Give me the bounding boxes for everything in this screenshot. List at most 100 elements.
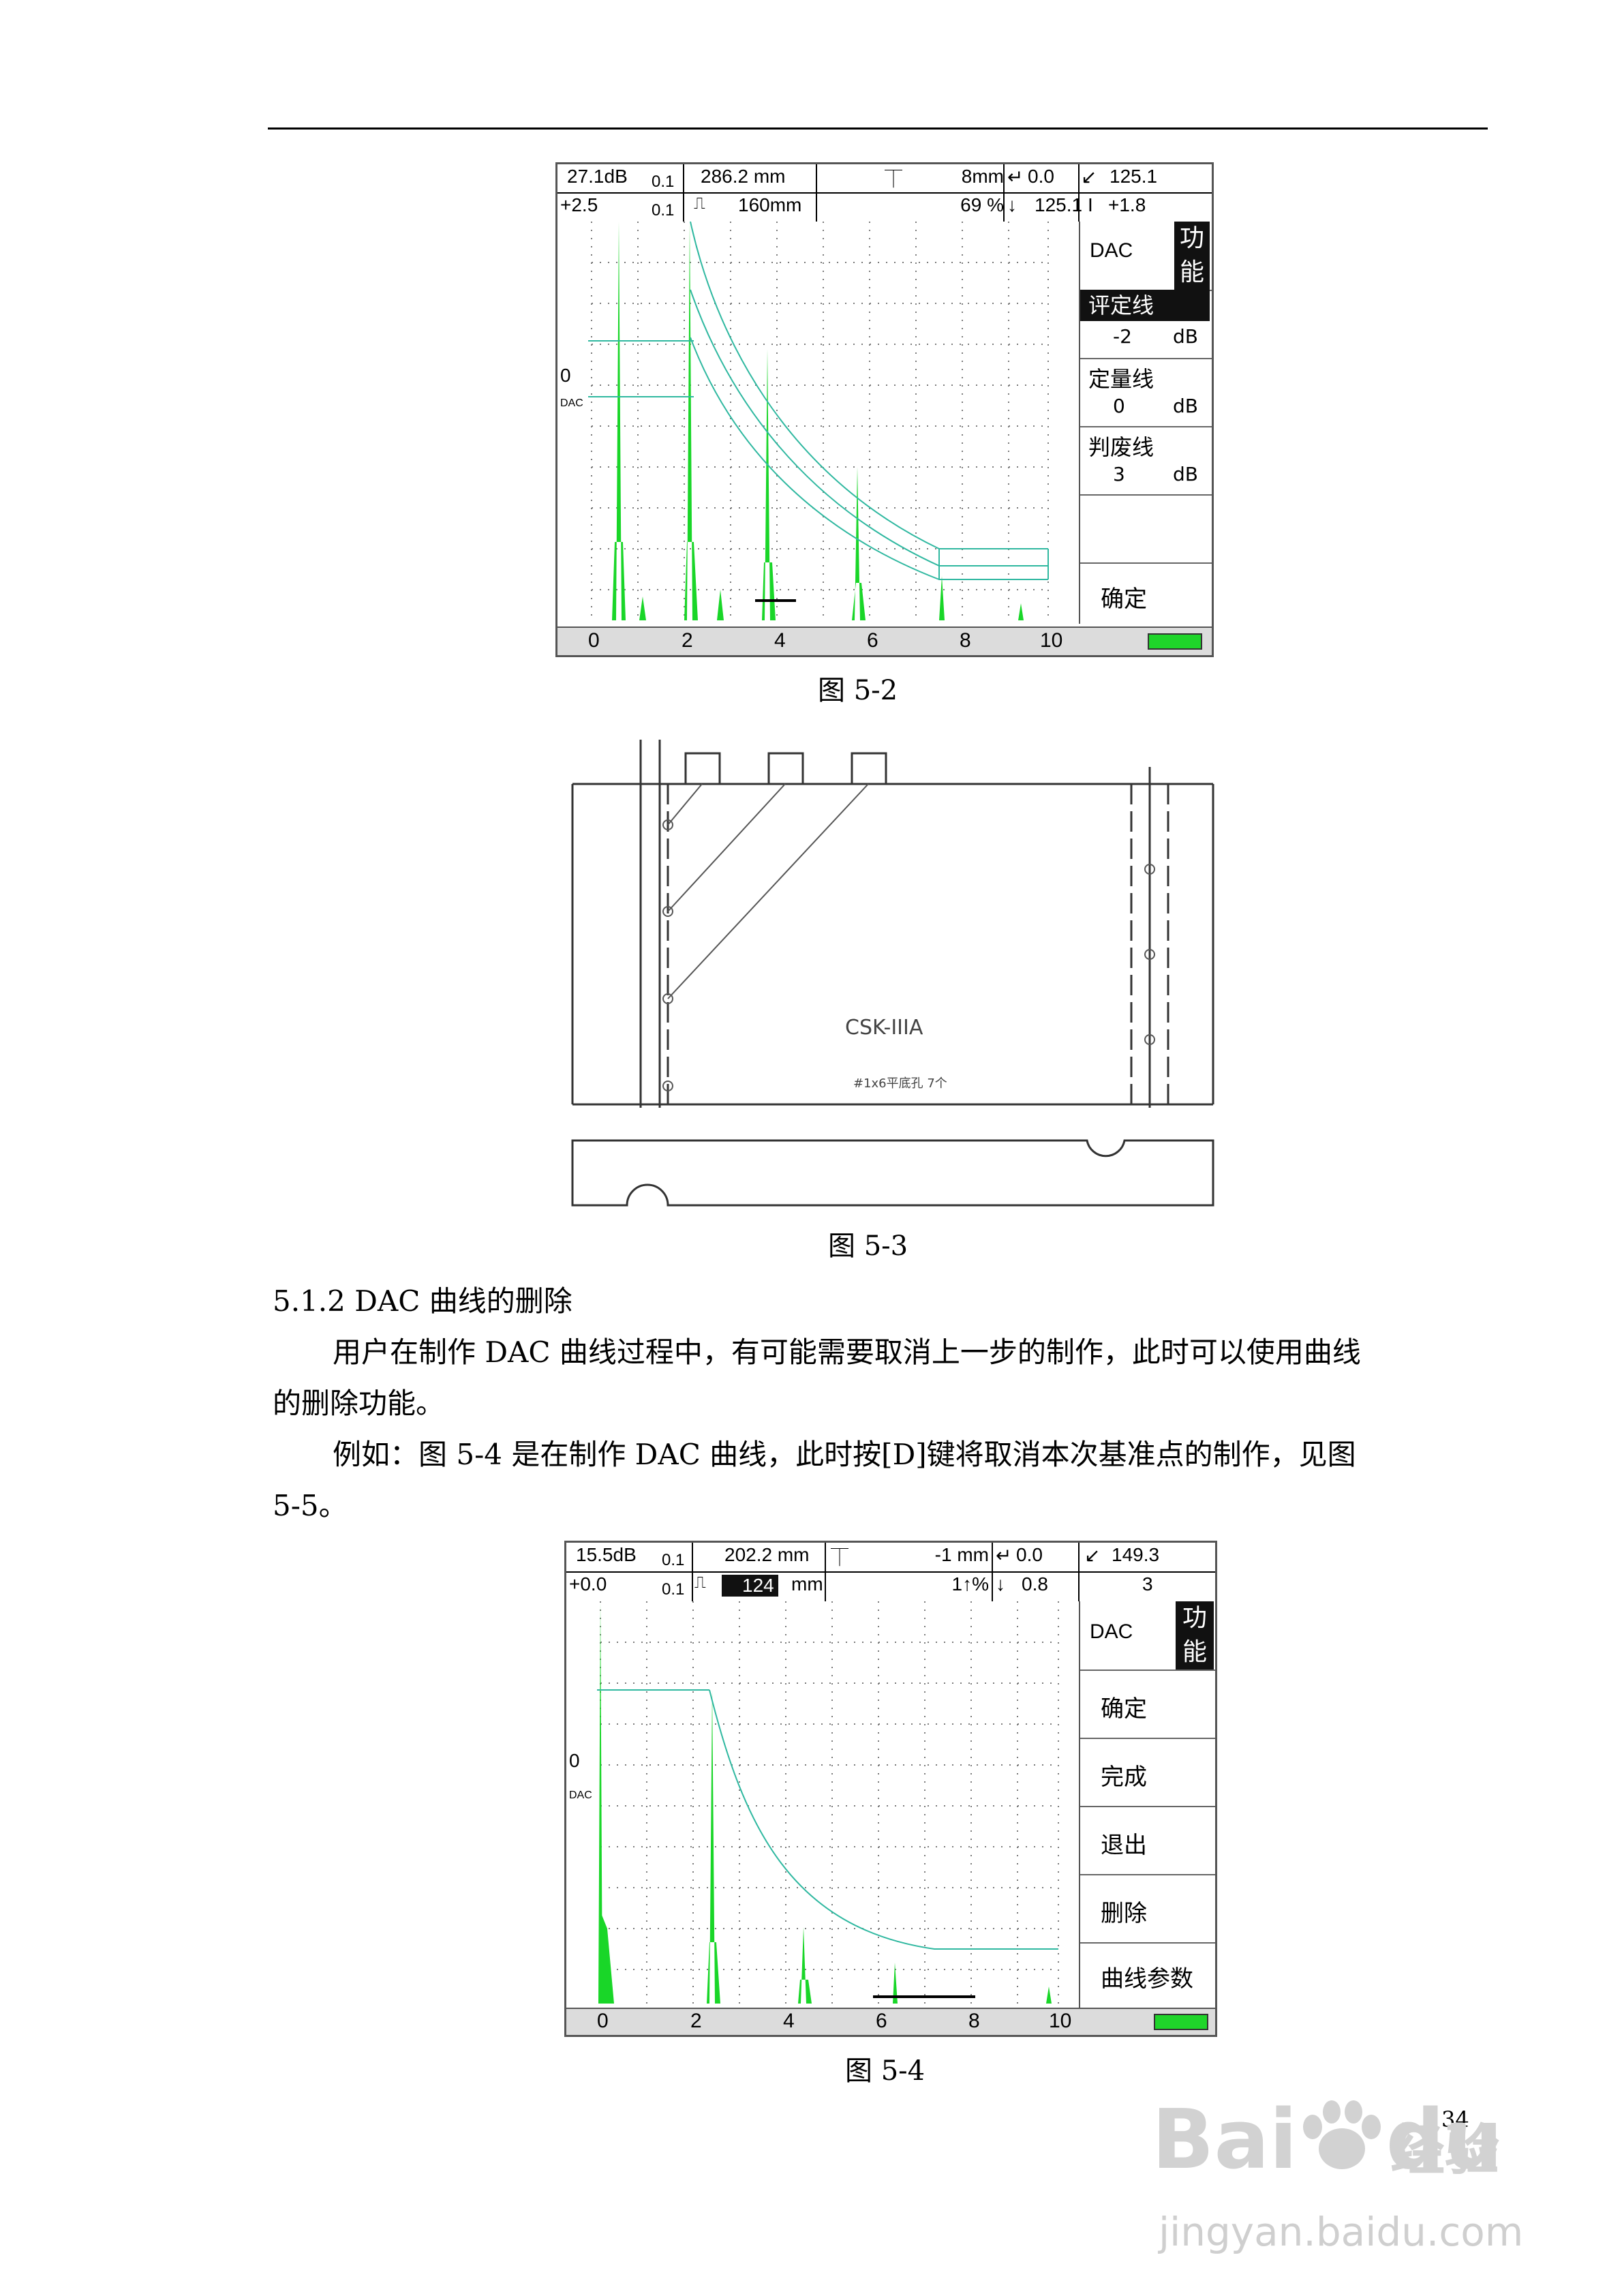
menu-item-value: 3: [1113, 463, 1125, 485]
db-step: 0.1: [662, 1580, 685, 1599]
a-scan-plot: [595, 1601, 1059, 2004]
gain-step: 0.1: [662, 1551, 685, 1569]
height-icon: Ι: [1088, 194, 1093, 215]
range-value: 202.2 mm: [724, 1544, 810, 1565]
menu-item-label: 评定线: [1080, 290, 1210, 321]
tick-label: 4: [774, 629, 786, 652]
menu-finish-button[interactable]: 完成: [1080, 1738, 1215, 1807]
dac-curve: [597, 1689, 1058, 1950]
function-badge: 功能: [1176, 1601, 1214, 1670]
figure-5-2-menu: DAC 功能 评定线 -2 dB 定量线 0 dB 判废线 3 dB 确定: [1080, 222, 1212, 624]
figure-5-2-axis-bar: 0 2 4 6 8 10: [557, 626, 1212, 655]
sound-path-value: 125.1: [1110, 166, 1158, 187]
menu-exit-button[interactable]: 退出: [1080, 1806, 1215, 1875]
header-grid-lines: [557, 164, 1212, 222]
paragraph-2-line-2: 5-5。: [273, 1489, 348, 1522]
tick-label: 6: [867, 629, 878, 652]
sound-path-icon: ↙: [1084, 1545, 1101, 1566]
menu-item-dingliang[interactable]: 定量线 0 dB: [1080, 358, 1212, 427]
confirm-label: 确定: [1101, 586, 1147, 613]
paragraph-1-line-1: 用户在制作 DAC 曲线过程中，有可能需要取消上一步的制作，此时可以使用曲线: [333, 1335, 1361, 1369]
scope-area: 0 DAC: [557, 222, 1080, 624]
caption-5-4: 图 5-4: [845, 2055, 925, 2087]
gate-range-selected[interactable]: 124: [722, 1575, 778, 1597]
tick-label: 2: [682, 629, 693, 652]
caption-5-3: 图 5-3: [828, 1230, 908, 1262]
pulse-icon: ⎍: [694, 194, 705, 213]
menu-item-value: -2: [1113, 325, 1132, 348]
menu-item-label: 删除: [1101, 1900, 1147, 1927]
figure-5-2-screen: 27.1dB 0.1 286.2 mm ⏉ 8mm ↵ 0.0 ↙ 125.1 …: [555, 162, 1214, 657]
axis-zero-label: 0: [569, 1750, 580, 1771]
menu-item-pingding[interactable]: 评定线 -2 dB: [1080, 290, 1212, 359]
axis-dac-label: DAC: [560, 397, 583, 409]
menu-curve-params-button[interactable]: 曲线参数: [1080, 1942, 1215, 2008]
confirm-button[interactable]: 确定: [1080, 562, 1212, 624]
menu-item-label: 判废线: [1088, 434, 1154, 460]
battery-icon: [1148, 633, 1202, 650]
delay-value: -1 mm: [934, 1544, 989, 1565]
tick-label: 4: [783, 2010, 795, 2032]
delay-value: 8mm: [961, 166, 1004, 187]
header-grid-lines: [566, 1543, 1215, 1601]
block-hole-label: #1x6平底孔 7个: [853, 1076, 947, 1091]
menu-item-label: 定量线: [1088, 366, 1154, 392]
tick-label: 6: [876, 2010, 887, 2032]
watermark-brand-du: du: [1386, 2093, 1503, 2188]
axis-zero-label: 0: [560, 365, 571, 386]
paragraph-2-line-1: 例如：图 5-4 是在制作 DAC 曲线，此时按[D]键将取消本次基准点的制作，…: [333, 1438, 1356, 1471]
menu-delete-button[interactable]: 删除: [1080, 1874, 1215, 1944]
offset-value: 0.0: [1016, 1544, 1043, 1565]
gate-height: 69 %: [960, 194, 1004, 215]
figure-5-4-axis-bar: 0 2 4 6 8 10: [566, 2008, 1215, 2035]
tick-label: 0: [588, 629, 600, 652]
header-rule: [268, 127, 1488, 130]
menu-item-empty: [1080, 494, 1212, 564]
figure-5-4-screen: 15.5dB 0.1 202.2 mm ⏉ -1 mm ↵ 0.0 ↙ 149.…: [564, 1541, 1217, 2037]
menu-title: DAC: [1090, 239, 1133, 262]
menu-item-value: 0: [1113, 395, 1125, 417]
menu-confirm-button[interactable]: 确定: [1080, 1670, 1215, 1739]
sound-path-value: 149.3: [1112, 1544, 1160, 1565]
probe-icon: ⏉: [885, 169, 903, 190]
block-model-label: CSK-IIIA: [845, 1016, 923, 1040]
menu-item-label: 退出: [1101, 1832, 1147, 1859]
range-value: 286.2 mm: [701, 166, 786, 187]
menu-item-unit: dB: [1173, 325, 1198, 348]
gain-value: 15.5dB: [576, 1544, 637, 1565]
depth-icon: ↓: [996, 1573, 1005, 1595]
depth-icon: ↓: [1007, 194, 1017, 215]
section-heading: 5.1.2 DAC 曲线的删除: [273, 1284, 572, 1318]
menu-item-unit: dB: [1173, 395, 1198, 417]
db-adjust: +2.5: [560, 194, 598, 215]
watermark-url: jingyan.baidu.com: [1159, 2209, 1524, 2255]
figure-5-3-csk-block: [571, 740, 1214, 1207]
page-number: 34: [1441, 2106, 1469, 2132]
point-count: 3: [1142, 1573, 1153, 1595]
sound-path-icon: ↙: [1081, 166, 1097, 187]
offset-icon: ↵: [996, 1545, 1012, 1566]
battery-icon: [1154, 2014, 1208, 2030]
gate-range-unit: mm: [791, 1573, 823, 1595]
pulse-icon: ⎍: [694, 1573, 706, 1592]
tick-label: 2: [690, 2010, 702, 2032]
tick-label: 8: [960, 629, 971, 652]
menu-item-panfei[interactable]: 判废线 3 dB: [1080, 426, 1212, 496]
tick-label: 10: [1040, 629, 1063, 652]
menu-item-label: 完成: [1101, 1764, 1147, 1791]
menu-title: DAC: [1090, 1620, 1133, 1643]
gate-height: 1↑%: [951, 1573, 989, 1595]
probe-icon: ⏉: [831, 1547, 849, 1568]
figure-5-2-header: 27.1dB 0.1 286.2 mm ⏉ 8mm ↵ 0.0 ↙ 125.1 …: [557, 164, 1212, 223]
tick-label: 0: [597, 2010, 609, 2032]
menu-item-unit: dB: [1173, 463, 1198, 485]
figure-5-4-header: 15.5dB 0.1 202.2 mm ⏉ -1 mm ↵ 0.0 ↙ 149.…: [566, 1543, 1215, 1603]
depth-value: 125.1: [1035, 194, 1083, 215]
tick-label: 10: [1049, 2010, 1072, 2032]
menu-item-label: 曲线参数: [1101, 1965, 1193, 1993]
axis-dac-label: DAC: [569, 1789, 592, 1801]
caption-5-2: 图 5-2: [818, 675, 898, 706]
paragraph-1-line-2: 的删除功能。: [273, 1387, 445, 1420]
offset-value: 0.0: [1028, 166, 1054, 187]
dac-curves: [588, 222, 1049, 580]
